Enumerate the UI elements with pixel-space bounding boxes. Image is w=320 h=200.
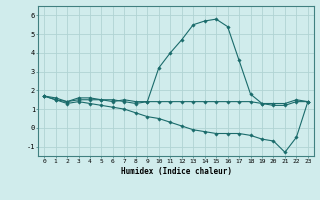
X-axis label: Humidex (Indice chaleur): Humidex (Indice chaleur) bbox=[121, 167, 231, 176]
